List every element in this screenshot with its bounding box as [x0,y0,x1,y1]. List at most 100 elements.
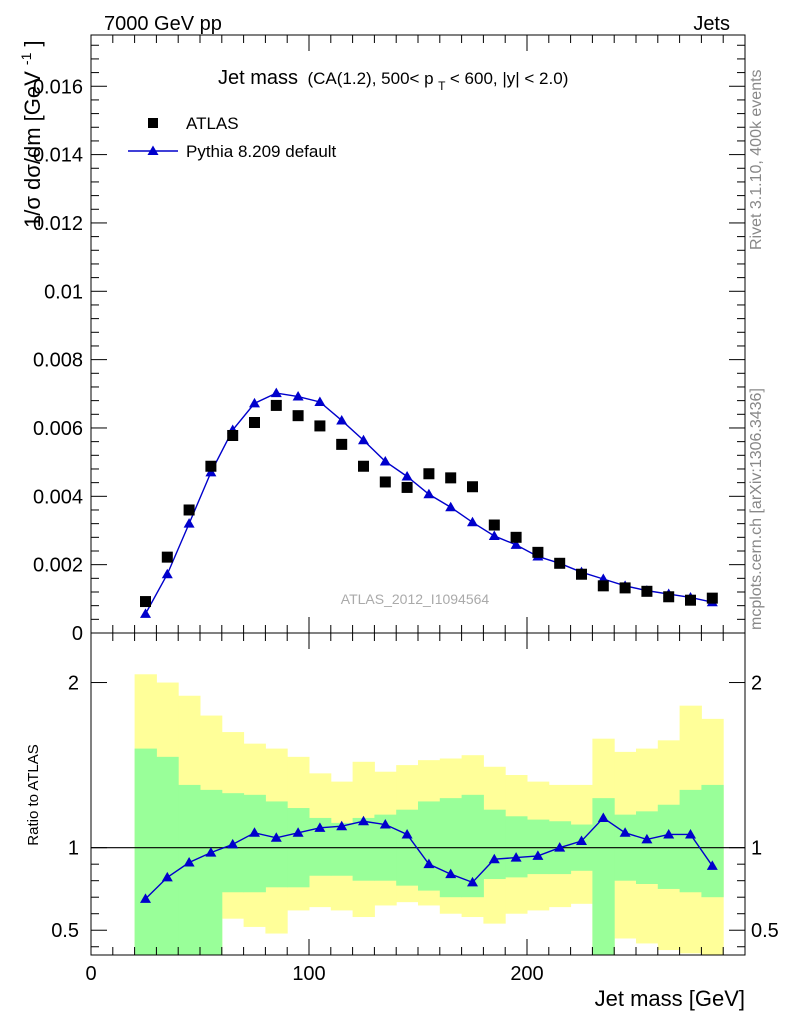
data-point [619,582,631,594]
data-point [641,585,653,597]
data-point [270,399,282,411]
mc-point [161,568,173,579]
band-bin [418,801,441,891]
ratio-point [488,853,500,864]
title-sub: (CA(1.2), 500< p [307,69,433,88]
main-plot-content: ATLAS_2012_I1094564 [140,387,718,618]
title-sub-subscript: T [438,79,446,93]
band-bin [461,794,484,898]
rivet-label: Rivet 3.1.10, 400k events [748,69,765,250]
band-bin [265,801,288,888]
ratio-point [401,828,413,839]
legend-atlas-label: ATLAS [186,114,239,133]
y-label-main: 1/σ dσ/dm [GeV [20,71,45,228]
ratio-point [270,832,282,842]
mc-point [336,414,348,425]
data-point [554,557,566,569]
plot-title: Jet mass (CA(1.2), 500< p T < 600, |y| <… [218,67,568,94]
ratio-x-ticks [90,633,746,955]
ratio-point [663,828,675,839]
x-tick-label: 100 [292,963,325,985]
data-point [423,468,435,480]
main-panel: ATLAS_2012_I1094564 0 0.002 0.004 0.006 0.00… [11,34,746,645]
mc-markers [140,387,718,618]
data-point [706,592,718,604]
legend-atlas-marker [148,118,158,128]
ratio-point [510,852,522,862]
data-point [467,481,478,493]
ratio-point [467,876,478,887]
y-tick-label: 0.01 [44,281,83,303]
main-x-ticks [90,35,746,633]
x-tick-labels: 0 100 200 [85,963,543,985]
band-bin [156,756,179,955]
ratio-point [336,820,348,831]
data-point [488,519,500,531]
band-bin [352,817,375,881]
legend-pythia-label: Pythia 8.209 default [186,142,337,161]
legend: ATLAS Pythia 8.209 default [128,114,337,161]
mc-point [314,396,326,407]
ratio-point [140,893,151,903]
y-tick-label: 0.014 [33,145,83,167]
ratio-point [227,838,239,849]
y-tick-label: 0.016 [33,76,83,98]
ratio-y-label: Ratio to ATLAS [25,744,42,845]
ratio-point [249,827,260,837]
ratio-panel: 0.5 0.5 1 1 2 2 0 100 200 Ratio to ATLAS Jet ma… [25,632,779,1011]
ratio-y-ticks: 0.5 0.5 1 1 2 2 [51,673,779,948]
data-point [205,460,217,472]
data-point [576,568,587,580]
mc-point [510,539,522,549]
data-point [685,594,696,606]
legend-pythia-marker [147,145,159,155]
ratio-point [597,812,609,822]
data-point [510,531,522,543]
data-point [227,429,239,441]
ratio-y-tick-label: 1 [68,838,79,860]
data-point [401,481,413,493]
band-bin [679,789,702,893]
data-point [358,460,369,472]
ratio-point [706,860,718,870]
data-point [663,591,675,603]
ratio-point [445,868,457,879]
band-bin [701,784,724,898]
y-tick-label: 0.004 [33,486,83,508]
mc-line [144,392,713,615]
band-bin [657,804,681,889]
band-bin [134,748,157,955]
mc-point [140,608,151,618]
ratio-point [576,835,587,846]
mc-point [270,387,282,398]
mcplots-label: mcplots.cern.ch [arXiv:1306.3436] [748,388,765,630]
data-point [597,580,609,592]
band-bin [178,784,201,955]
main-y-label: 1/σ dσ/dm [GeV -1 ] [11,40,45,228]
data-point [140,596,151,608]
y-label-superscript: -1 [18,52,34,65]
data-point [183,504,195,516]
ratio-point [292,827,304,837]
data-point [532,546,544,558]
ratio-point [532,850,544,860]
data-point [161,551,173,563]
ratio-point [685,828,696,839]
y-tick-label: 0 [72,623,83,645]
ratio-point [314,822,326,832]
watermark: ATLAS_2012_I1094564 [341,591,490,607]
ratio-point [205,847,217,857]
data-markers [140,399,718,608]
x-axis-label: Jet mass [GeV] [595,986,745,1011]
x-tick-label: 0 [85,963,96,985]
band-bin [592,798,615,955]
data-point [292,410,304,422]
ratio-y-tick-label: 2 [68,673,79,695]
mc-point [445,501,457,512]
band-bin [243,794,266,893]
mc-point [358,434,369,445]
y-tick-label: 0.006 [33,418,83,440]
mc-point [467,516,478,527]
band-bin [527,819,550,875]
